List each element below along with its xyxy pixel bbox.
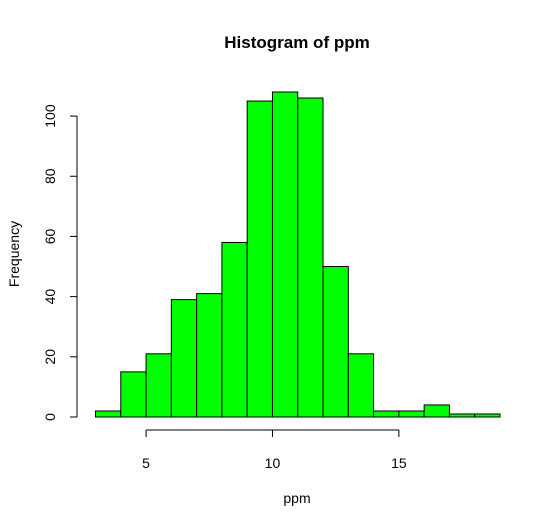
x-tick-label: 10 (265, 455, 281, 471)
histogram-bar (448, 413, 476, 418)
histogram-bar (145, 353, 172, 418)
histogram-bar (322, 266, 349, 418)
y-axis-label: Frequency (6, 221, 22, 287)
y-tick-label: 60 (42, 228, 58, 244)
histogram-bar (474, 413, 501, 418)
histogram-bar (373, 410, 400, 418)
y-tick-label: 0 (42, 413, 58, 421)
histogram-bar (170, 299, 198, 418)
x-tick-label: 15 (391, 455, 407, 471)
x-axis-label: ppm (283, 490, 310, 506)
chart-title: Histogram of ppm (224, 33, 369, 52)
bars-group (95, 91, 501, 418)
histogram-bar (120, 371, 147, 418)
histogram-bar (347, 353, 375, 418)
histogram-bar (271, 91, 299, 418)
histogram-bar (423, 404, 450, 418)
y-tick-label: 20 (42, 349, 58, 365)
y-tick-label: 40 (42, 289, 58, 305)
histogram-bar (398, 410, 425, 418)
y-tick-label: 100 (42, 104, 58, 128)
x-tick-label: 5 (142, 455, 150, 471)
x-axis: 5 10 15 (142, 429, 407, 471)
histogram-bar (196, 293, 223, 418)
histogram-bar (221, 241, 248, 418)
histogram-bar (297, 97, 324, 418)
histogram-bar (246, 100, 273, 418)
histogram-bar (95, 410, 122, 418)
y-axis: 0 20 40 60 80 100 (42, 104, 78, 421)
y-tick-label: 80 (42, 168, 58, 184)
